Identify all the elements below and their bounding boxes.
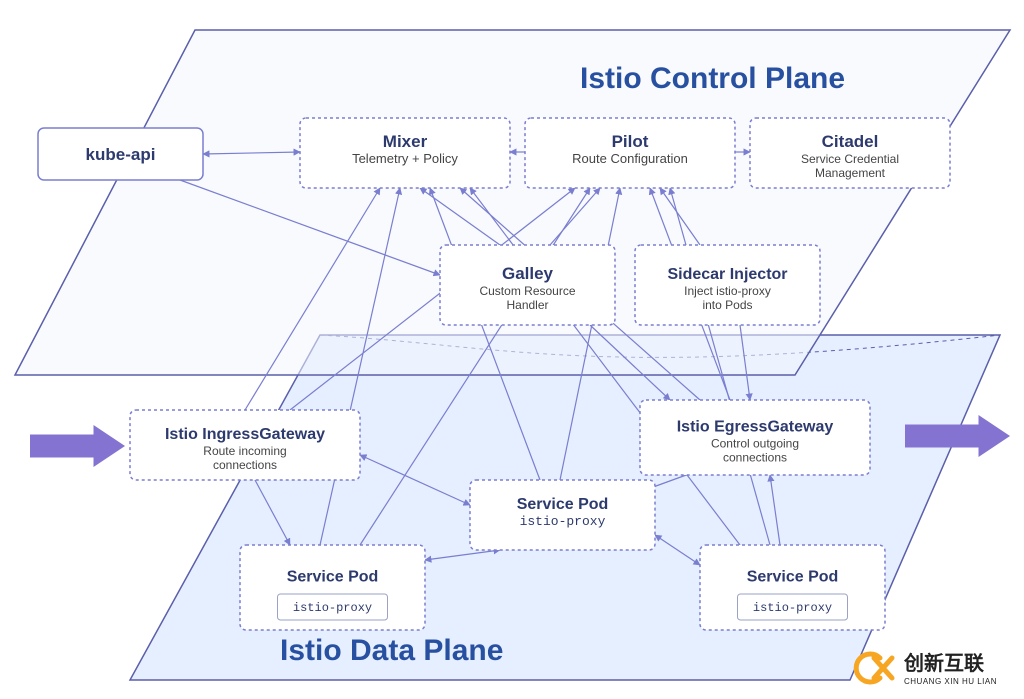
node-galley-sub: Custom Resource — [479, 284, 575, 298]
node-ingress-gateway: Istio IngressGatewayRoute incomingconnec… — [130, 410, 360, 480]
node-service-pod-center-title: Service Pod — [517, 496, 609, 513]
node-galley-title: Galley — [502, 264, 554, 283]
node-service-pod-left-title: Service Pod — [287, 569, 379, 586]
istio-architecture-diagram: Istio Control Plane Istio Data Plane kube-… — [0, 0, 1024, 699]
node-sidecar-injector-sub: Inject istio-proxy — [684, 284, 771, 298]
node-citadel-title: Citadel — [822, 132, 879, 151]
node-mixer-title: Mixer — [383, 132, 428, 151]
node-ingress-gateway-title: Istio IngressGateway — [165, 426, 325, 443]
ingress-flow-arrow — [30, 425, 125, 467]
node-egress-gateway-sub: Control outgoing — [711, 437, 799, 451]
node-service-pod-center-sub: istio-proxy — [520, 514, 606, 529]
node-pilot-sub: Route Configuration — [572, 151, 688, 166]
node-citadel-sub: Management — [815, 166, 886, 180]
node-galley: GalleyCustom ResourceHandler — [440, 245, 615, 325]
node-galley-sub: Handler — [506, 298, 548, 312]
watermark-subtext: CHUANG XIN HU LIAN — [904, 677, 997, 686]
node-citadel-sub: Service Credential — [801, 152, 899, 166]
node-service-pod-left-sub: istio-proxy — [293, 601, 372, 615]
node-egress-gateway-sub: connections — [723, 451, 787, 465]
node-citadel: CitadelService CredentialManagement — [750, 118, 950, 188]
node-ingress-gateway-sub: connections — [213, 458, 277, 472]
node-mixer: MixerTelemetry + Policy — [300, 118, 510, 188]
node-sidecar-injector-title: Sidecar Injector — [667, 266, 787, 283]
node-kube-api: kube-api — [38, 128, 203, 180]
watermark-text: 创新互联 — [903, 651, 984, 675]
watermark: 创新互联 CHUANG XIN HU LIAN — [856, 651, 997, 686]
node-service-pod-center: Service Podistio-proxy — [470, 480, 655, 550]
node-sidecar-injector-sub: into Pods — [702, 298, 752, 312]
control-plane-title: Istio Control Plane — [580, 62, 845, 95]
node-pilot: PilotRoute Configuration — [525, 118, 735, 188]
data-plane-title: Istio Data Plane — [280, 634, 503, 667]
node-service-pod-right-title: Service Pod — [747, 569, 839, 586]
node-sidecar-injector: Sidecar InjectorInject istio-proxyinto P… — [635, 245, 820, 325]
node-pilot-title: Pilot — [612, 132, 649, 151]
node-service-pod-right: Service Pod istio-proxy — [700, 545, 885, 630]
node-egress-gateway-title: Istio EgressGateway — [677, 419, 834, 436]
node-service-pod-right-sub: istio-proxy — [753, 601, 832, 615]
node-ingress-gateway-sub: Route incoming — [203, 444, 286, 458]
node-service-pod-left: Service Pod istio-proxy — [240, 545, 425, 630]
node-kube-api-title: kube-api — [86, 145, 156, 164]
node-mixer-sub: Telemetry + Policy — [352, 151, 458, 166]
node-egress-gateway: Istio EgressGatewayControl outgoingconne… — [640, 400, 870, 475]
